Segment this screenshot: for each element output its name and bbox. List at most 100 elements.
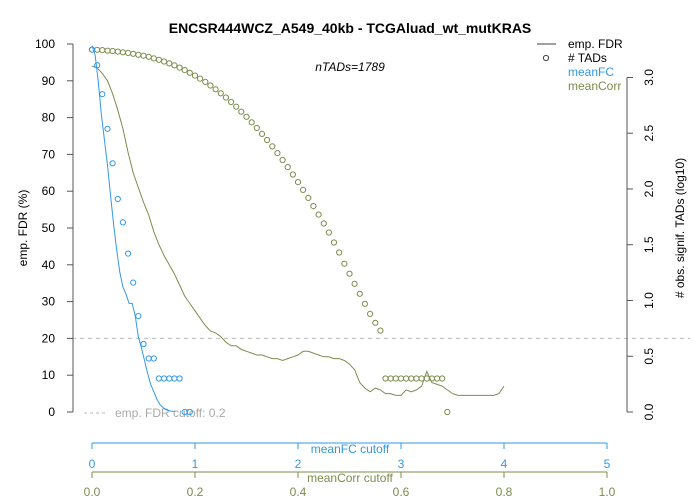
corr-tads-point [99,47,106,54]
corr-tads-point [253,124,260,132]
legend-label: # TADs [568,51,607,65]
corr-tads-point [171,62,178,69]
fc-axis-label: meanFC cutoff [311,442,390,456]
corr-tads-point [217,90,224,97]
chart-title: ENCSR444WCZ_A549_40kb - TCGAluad_wt_mutK… [169,20,532,36]
left-axis-tick-label: 0 [48,405,55,419]
corr-tads-point [320,220,327,227]
cutoff-layer [72,337,690,414]
right-axis-tick-label: 1.0 [642,292,656,309]
corr-tads-point [274,150,281,157]
fc-axis-tick-label: 3 [398,457,405,471]
corr-tads-point [222,94,229,101]
corr-tads-point [155,56,162,63]
corr-tads-point [191,72,199,79]
corr-tads-point [387,375,394,382]
fc-fdr-line [91,45,176,412]
corr-tads-point [145,53,152,60]
corr-tads-point [372,319,379,326]
corr-tads-point [202,78,209,86]
corr-tads-point [125,49,132,57]
corr-tads-point [104,47,111,54]
corr-fdr-line [91,65,505,396]
legend-label: meanFC [568,65,614,79]
corr-tads-point [197,75,204,82]
corr-axis-tick-label: 0.8 [496,485,513,499]
corr-tads-point [181,67,188,74]
corr-tads-point [377,327,384,334]
left-axis-tick-label: 50 [42,221,56,235]
fc-tads-point [186,408,193,416]
corr-tads-point [289,171,296,178]
corr-tads-point [439,375,446,382]
corr-tads-point [361,300,368,307]
fc-series-layer [88,45,193,416]
cutoff-label: emp. FDR cutoff: 0.2 [115,406,226,420]
axes-layer: 01020304050607080901000.00.51.01.52.02.5… [35,37,656,499]
corr-tads-point [233,103,240,110]
corr-tads-point [418,375,425,382]
left-axis-label: emp. FDR (%) [16,190,30,267]
corr-tads-point [315,211,322,218]
corr-tads-point [284,164,291,171]
corr-tads-point [341,260,348,267]
corr-tads-point [279,156,286,164]
corr-tads-point [444,408,451,416]
corr-tads-point [94,46,101,53]
corr-tads-point [310,203,317,210]
left-axis-tick-label: 30 [42,295,56,309]
corr-axis-tick-label: 0.4 [290,485,307,499]
corr-axis-tick-label: 0.6 [393,485,410,499]
fc-tads-point [161,375,168,382]
right-axis-tick-label: 2.5 [642,125,656,142]
fc-tads-point [104,125,111,132]
fc-tads-point [140,340,147,348]
corr-tads-point [305,194,312,201]
corr-tads-point [161,58,168,65]
corr-tads-point [408,375,415,382]
corr-tads-point [336,249,343,256]
corr-tads-point [130,50,137,57]
corr-tads-point [382,375,389,382]
corr-tads-point [140,52,147,59]
left-axis-tick-label: 70 [42,147,56,161]
corr-tads-point [207,82,214,89]
fc-axis-tick-label: 0 [89,457,96,471]
corr-tads-point [330,239,338,246]
corr-tads-point [212,86,219,93]
corr-tads-point [135,51,142,58]
fc-tads-point [114,195,121,203]
right-axis-tick-label: 0.0 [642,403,656,420]
legend-circle-symbol [542,54,550,62]
left-axis-tick-label: 80 [42,111,56,125]
fc-tads-point [150,355,157,362]
left-axis-tick-label: 90 [42,74,56,88]
corr-tads-point [356,290,363,297]
fc-tads-point [109,160,116,167]
left-axis-tick-label: 40 [42,258,56,272]
corr-tads-point [434,375,441,382]
fc-axis-tick-label: 1 [192,457,199,471]
corr-tads-point [423,375,430,382]
fc-tads-point [155,375,162,382]
corr-tads-point [109,47,116,55]
right-axis-label: # obs. signif. TADs (log10) [673,158,687,298]
right-axis-tick-label: 2.0 [642,180,656,197]
fc-tads-point [130,279,137,286]
corr-tads-point [150,55,157,62]
fc-tads-point [125,250,132,257]
corr-tads-point [397,375,405,382]
annotation-ntads: nTADs=1789 [315,60,385,74]
corr-axis-tick-label: 1.0 [599,485,616,499]
corr-tads-point [176,64,183,71]
fc-axis-tick-label: 5 [604,457,611,471]
corr-tads-point [114,48,121,55]
fc-axis-tick-label: 4 [501,457,508,471]
fc-tads-point [145,355,152,362]
left-axis-tick-label: 60 [42,184,56,198]
corr-tads-point [186,69,193,76]
corr-tads-point [392,375,399,382]
corr-tads-point [413,375,420,382]
